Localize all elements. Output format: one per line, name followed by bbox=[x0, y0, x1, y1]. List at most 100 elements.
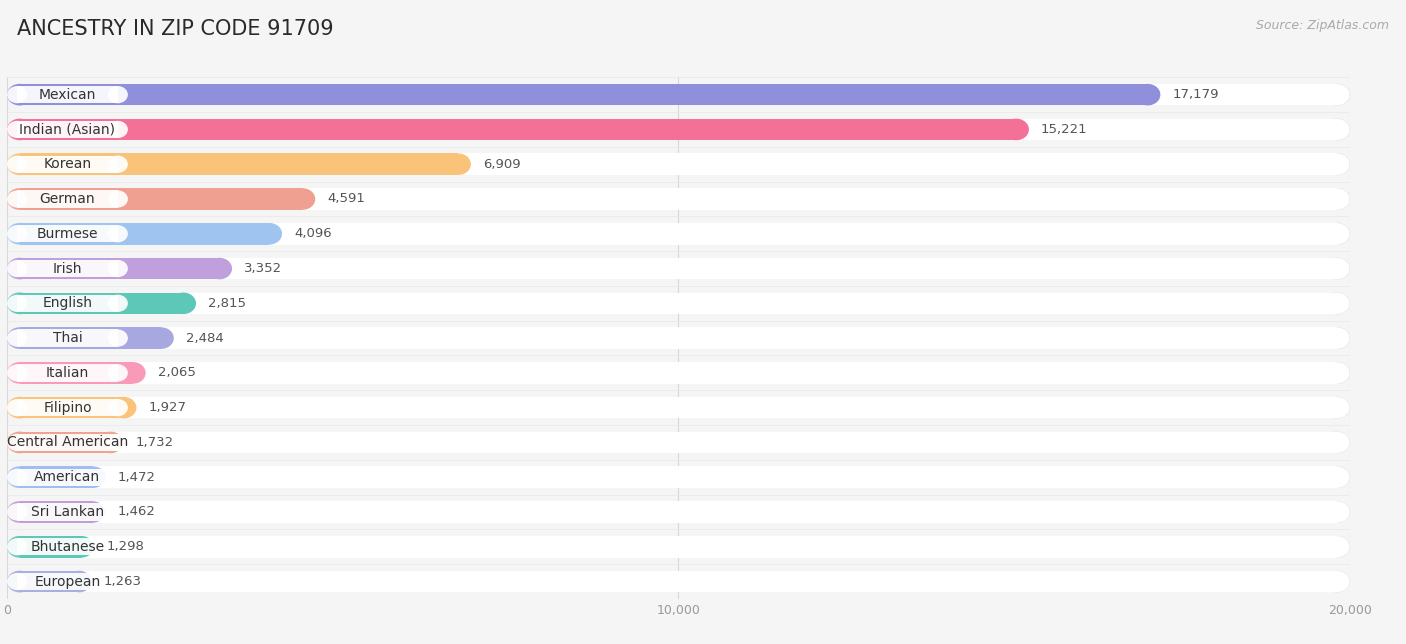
Bar bbox=[20, 362, 134, 384]
Ellipse shape bbox=[108, 573, 128, 590]
Bar bbox=[17, 434, 118, 451]
Ellipse shape bbox=[108, 469, 128, 486]
Ellipse shape bbox=[108, 330, 128, 346]
Ellipse shape bbox=[7, 365, 27, 381]
Ellipse shape bbox=[7, 153, 32, 175]
Text: 1,732: 1,732 bbox=[135, 436, 173, 449]
Ellipse shape bbox=[7, 538, 27, 555]
Ellipse shape bbox=[108, 538, 128, 555]
Ellipse shape bbox=[7, 501, 32, 523]
Ellipse shape bbox=[7, 118, 32, 140]
Text: Indian (Asian): Indian (Asian) bbox=[20, 122, 115, 137]
Bar bbox=[17, 538, 118, 555]
Ellipse shape bbox=[7, 188, 32, 210]
Text: German: German bbox=[39, 192, 96, 206]
Bar bbox=[20, 466, 1337, 488]
Ellipse shape bbox=[1324, 258, 1350, 279]
Text: 2,484: 2,484 bbox=[186, 332, 224, 345]
Ellipse shape bbox=[7, 536, 32, 558]
Ellipse shape bbox=[7, 501, 32, 523]
Text: Mexican: Mexican bbox=[39, 88, 96, 102]
Ellipse shape bbox=[446, 153, 471, 175]
Text: Source: ZipAtlas.com: Source: ZipAtlas.com bbox=[1256, 19, 1389, 32]
Ellipse shape bbox=[1324, 118, 1350, 140]
Text: 1,927: 1,927 bbox=[149, 401, 187, 414]
Bar bbox=[17, 156, 118, 173]
Text: 17,179: 17,179 bbox=[1173, 88, 1219, 101]
Ellipse shape bbox=[1324, 466, 1350, 488]
Bar bbox=[20, 397, 124, 419]
Bar bbox=[20, 536, 82, 558]
Ellipse shape bbox=[7, 466, 32, 488]
Text: 3,352: 3,352 bbox=[245, 262, 283, 275]
Ellipse shape bbox=[7, 223, 32, 245]
Bar bbox=[20, 571, 1337, 592]
Ellipse shape bbox=[7, 431, 32, 453]
Bar bbox=[20, 188, 1337, 210]
Text: Italian: Italian bbox=[46, 366, 89, 380]
Ellipse shape bbox=[1324, 571, 1350, 592]
Bar bbox=[20, 397, 1337, 419]
Ellipse shape bbox=[1324, 536, 1350, 558]
Bar bbox=[17, 573, 118, 590]
Bar bbox=[20, 153, 1337, 175]
Ellipse shape bbox=[66, 571, 91, 592]
Bar bbox=[20, 501, 1337, 523]
Ellipse shape bbox=[7, 330, 27, 346]
Ellipse shape bbox=[7, 536, 32, 558]
Text: Burmese: Burmese bbox=[37, 227, 98, 241]
Bar bbox=[17, 330, 118, 346]
Ellipse shape bbox=[7, 292, 32, 314]
Ellipse shape bbox=[108, 191, 128, 207]
Ellipse shape bbox=[7, 260, 27, 277]
Ellipse shape bbox=[7, 121, 27, 138]
Text: English: English bbox=[42, 296, 93, 310]
Ellipse shape bbox=[1324, 153, 1350, 175]
Ellipse shape bbox=[1004, 118, 1029, 140]
Ellipse shape bbox=[7, 84, 32, 106]
Ellipse shape bbox=[7, 469, 27, 486]
Ellipse shape bbox=[7, 84, 32, 106]
Ellipse shape bbox=[7, 466, 32, 488]
Ellipse shape bbox=[7, 397, 32, 419]
Ellipse shape bbox=[7, 399, 27, 416]
Ellipse shape bbox=[108, 156, 128, 173]
Bar bbox=[20, 223, 1337, 245]
Ellipse shape bbox=[7, 504, 27, 520]
Bar bbox=[20, 188, 302, 210]
Text: 1,263: 1,263 bbox=[104, 575, 142, 588]
Ellipse shape bbox=[98, 431, 124, 453]
Ellipse shape bbox=[7, 295, 27, 312]
Bar bbox=[20, 258, 219, 279]
Ellipse shape bbox=[207, 258, 232, 279]
Bar bbox=[20, 118, 1017, 140]
Ellipse shape bbox=[108, 86, 128, 103]
Bar bbox=[20, 292, 1337, 314]
Ellipse shape bbox=[108, 295, 128, 312]
Bar bbox=[20, 258, 1337, 279]
Bar bbox=[20, 431, 111, 453]
Ellipse shape bbox=[7, 191, 27, 207]
Ellipse shape bbox=[290, 188, 315, 210]
Ellipse shape bbox=[108, 365, 128, 381]
Ellipse shape bbox=[7, 153, 32, 175]
Bar bbox=[17, 399, 118, 416]
Ellipse shape bbox=[1324, 188, 1350, 210]
Ellipse shape bbox=[7, 292, 32, 314]
Ellipse shape bbox=[108, 225, 128, 242]
Bar bbox=[17, 365, 118, 381]
Ellipse shape bbox=[1324, 84, 1350, 106]
Ellipse shape bbox=[108, 121, 128, 138]
Text: Central American: Central American bbox=[7, 435, 128, 450]
Text: Korean: Korean bbox=[44, 157, 91, 171]
Text: 1,298: 1,298 bbox=[107, 540, 145, 553]
Ellipse shape bbox=[7, 431, 32, 453]
Ellipse shape bbox=[7, 258, 32, 279]
Bar bbox=[17, 191, 118, 207]
Ellipse shape bbox=[7, 86, 27, 103]
Text: Irish: Irish bbox=[52, 261, 82, 276]
Bar bbox=[20, 84, 1337, 106]
Ellipse shape bbox=[1324, 431, 1350, 453]
Text: 2,815: 2,815 bbox=[208, 297, 246, 310]
Bar bbox=[20, 223, 270, 245]
